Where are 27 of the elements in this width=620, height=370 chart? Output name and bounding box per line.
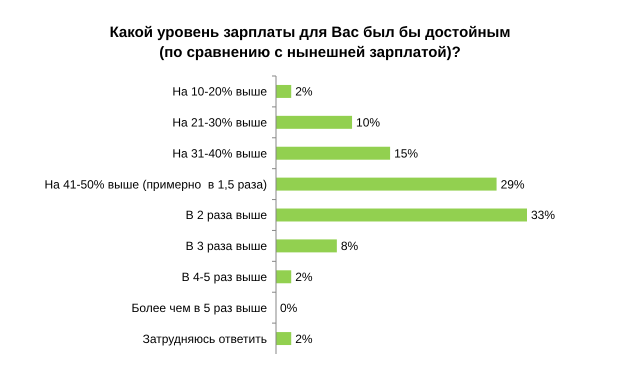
bar <box>276 84 292 98</box>
data-label: 15% <box>394 146 418 160</box>
chart-title: Какой уровень зарплаты для Вас был бы достойным (по сравнению с нынешней зарплатой)? <box>110 24 510 61</box>
y-tick-label: На 41-50% выше (примерно в 1,5 раза) <box>44 177 267 192</box>
data-label: 2% <box>295 270 313 284</box>
bar <box>276 239 337 252</box>
bar <box>276 146 390 160</box>
y-tick-label: На 10-20% выше <box>172 84 268 99</box>
data-label: 29% <box>500 177 525 192</box>
bar <box>276 270 292 284</box>
bar <box>276 178 497 191</box>
bar <box>276 332 292 346</box>
y-tick-label: Затрудняюсь ответить <box>142 332 267 346</box>
data-label: 2% <box>295 332 313 346</box>
y-tick-label: На 31-40% выше <box>172 146 268 160</box>
data-label: 2% <box>295 84 313 99</box>
data-label: 0% <box>280 300 298 315</box>
bar <box>276 208 527 222</box>
data-label: 10% <box>356 116 380 130</box>
bar <box>276 116 352 129</box>
y-tick-label: В 2 раза выше <box>186 208 268 222</box>
y-tick-label: В 4-5 раз выше <box>182 270 268 284</box>
y-tick-label: В 3 раза выше <box>186 239 268 254</box>
data-label: 8% <box>340 239 359 254</box>
y-tick-label: На 21-30% выше <box>172 116 268 130</box>
data-label: 33% <box>531 208 556 222</box>
y-tick-label: Более чем в 5 раз выше <box>131 300 268 315</box>
